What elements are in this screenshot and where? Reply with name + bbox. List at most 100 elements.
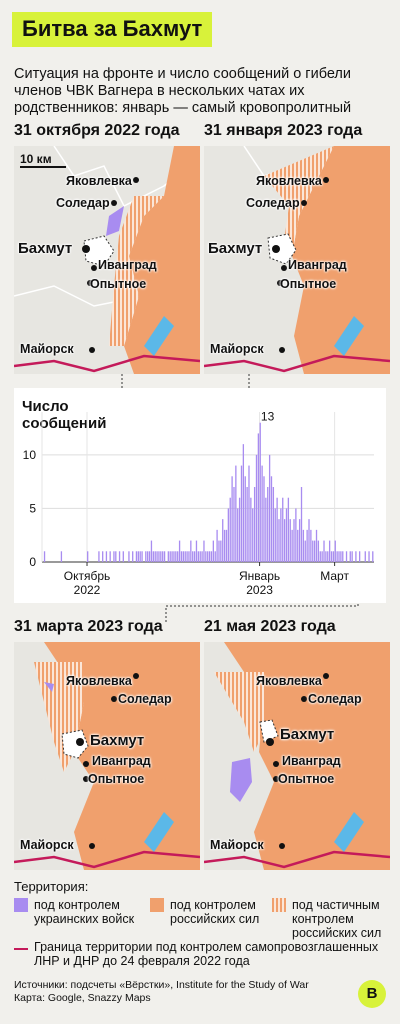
x-tick-label-year: 2022 — [74, 583, 101, 597]
y-tick-label: 5 — [29, 501, 36, 515]
page-subtitle: Ситуация на фронте и число сообщений о г… — [14, 66, 352, 116]
bar — [171, 551, 173, 562]
bar — [291, 529, 293, 562]
label-soledar: Соледар — [246, 196, 300, 210]
bar — [302, 529, 305, 562]
bar — [195, 540, 198, 562]
bar — [300, 487, 303, 562]
bar — [186, 551, 188, 562]
legend-swatch-ukrainian — [14, 898, 28, 912]
label-bakhmut: Бахмут — [90, 732, 145, 749]
bar — [205, 551, 207, 562]
bar — [317, 540, 320, 562]
bar — [250, 497, 252, 562]
bar — [315, 529, 318, 562]
bar — [193, 551, 196, 562]
bar — [178, 540, 181, 562]
bar — [283, 519, 286, 562]
bar — [109, 551, 111, 562]
bar — [272, 487, 275, 562]
map-1-date: 31 октября 2022 года — [14, 122, 180, 139]
label-yakovlevka: Яковлевка — [66, 174, 132, 188]
bar — [173, 551, 175, 562]
bar — [222, 519, 224, 562]
legend-swatch-russian — [150, 898, 164, 912]
label-opytnoe: Опытное — [88, 772, 145, 786]
bar — [218, 540, 220, 562]
legend-swatch-border — [14, 948, 28, 950]
bar — [141, 551, 143, 562]
bar — [177, 551, 179, 562]
y-tick-label: 0 — [29, 555, 36, 569]
bar — [128, 551, 130, 562]
map-2: Яковлевка Соледар Бахмут Иванград Опытно… — [204, 146, 390, 374]
bar — [355, 551, 357, 562]
bar — [330, 551, 333, 562]
map-1: 10 км Яковлевка Соледар Бахмут Иванград … — [14, 146, 200, 374]
sources: Источники: подсчеты «Вёрстки», Institute… — [14, 979, 309, 991]
bar — [208, 551, 211, 562]
label-mayorsk: Майорск — [20, 342, 74, 356]
bar — [328, 540, 331, 562]
bar — [210, 551, 213, 562]
bar — [312, 540, 314, 562]
bar — [203, 540, 205, 562]
label-ivangrad: Иванград — [282, 754, 341, 768]
bar — [145, 551, 147, 562]
bar — [267, 487, 269, 562]
bar — [297, 529, 299, 562]
x-tick-label: Март — [320, 569, 349, 583]
bar — [278, 519, 280, 562]
bar — [268, 454, 271, 562]
bar — [321, 551, 323, 562]
bar — [175, 551, 177, 562]
bar — [252, 508, 254, 562]
bar — [304, 540, 306, 562]
bar — [310, 529, 312, 562]
bar — [180, 551, 183, 562]
label-yakovlevka: Яковлевка — [256, 174, 322, 188]
bar — [214, 551, 216, 562]
bar — [184, 551, 186, 562]
x-tick-label: Октябрь — [64, 569, 111, 583]
label-opytnoe: Опытное — [280, 277, 337, 291]
bar — [332, 551, 335, 562]
peak-label: 13 — [261, 410, 275, 424]
scale-bar: 10 км — [20, 152, 66, 168]
label-yakovlevka: Яковлевка — [256, 674, 322, 688]
bar — [298, 519, 301, 562]
page-title: Битва за Бахмут — [12, 12, 213, 47]
bar — [122, 551, 124, 562]
bar — [235, 465, 237, 562]
bar — [60, 551, 63, 562]
bar — [132, 551, 134, 562]
bar — [270, 476, 273, 562]
bar — [160, 551, 162, 562]
map-4: Яковлевка Соледар Бахмут Иванград Опытно… — [204, 642, 390, 870]
bar — [287, 497, 290, 562]
bar — [115, 551, 117, 562]
bar — [242, 444, 245, 562]
bar — [167, 551, 169, 562]
chart-panel: Число сообщений 0 5 10 Октябрь 2022 Январь 202… — [14, 388, 386, 603]
bar — [158, 551, 160, 562]
bar — [216, 529, 218, 562]
bar — [223, 529, 226, 562]
bar — [152, 551, 154, 562]
legend-border: Граница территории под контролем самопро… — [34, 940, 379, 968]
bar — [207, 551, 209, 562]
legend-russian: под контролем российских сил — [170, 898, 260, 926]
label-soledar: Соледар — [56, 196, 110, 210]
bar — [113, 551, 115, 562]
bar — [358, 551, 361, 562]
legend-heading: Территория: — [14, 879, 89, 894]
bar — [190, 540, 192, 562]
bar — [162, 551, 164, 562]
label-yakovlevka: Яковлевка — [66, 674, 132, 688]
bar — [259, 422, 261, 562]
map-2-date: 31 января 2023 года — [204, 122, 363, 139]
bar — [163, 551, 166, 562]
bar — [225, 529, 228, 562]
label-bakhmut: Бахмут — [208, 240, 263, 257]
bar — [334, 540, 336, 562]
